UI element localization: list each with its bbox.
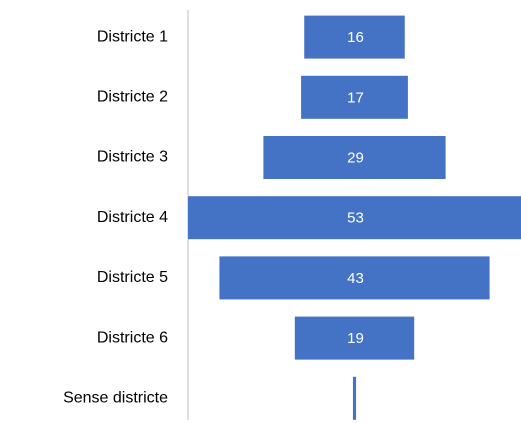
- bar: [301, 75, 408, 119]
- data-label: 16: [347, 29, 364, 46]
- category-label: Districte 4: [97, 209, 168, 226]
- data-label: 29: [347, 149, 364, 166]
- bar: [263, 136, 446, 179]
- category-label: Sense districte: [63, 390, 168, 407]
- bar: [304, 15, 405, 59]
- data-label: 43: [347, 270, 364, 287]
- category-label: Districte 5: [97, 269, 168, 286]
- category-label: Districte 6: [97, 329, 168, 346]
- data-label: 17: [347, 89, 364, 106]
- data-label: 53: [347, 210, 364, 227]
- bar: [294, 316, 415, 360]
- data-label: 19: [347, 330, 364, 347]
- category-label: Districte 3: [97, 149, 168, 166]
- category-label: Districte 2: [97, 89, 168, 106]
- bar: [352, 376, 357, 420]
- category-label: Districte 1: [97, 28, 168, 45]
- bar: [188, 196, 521, 240]
- bar: [219, 256, 490, 300]
